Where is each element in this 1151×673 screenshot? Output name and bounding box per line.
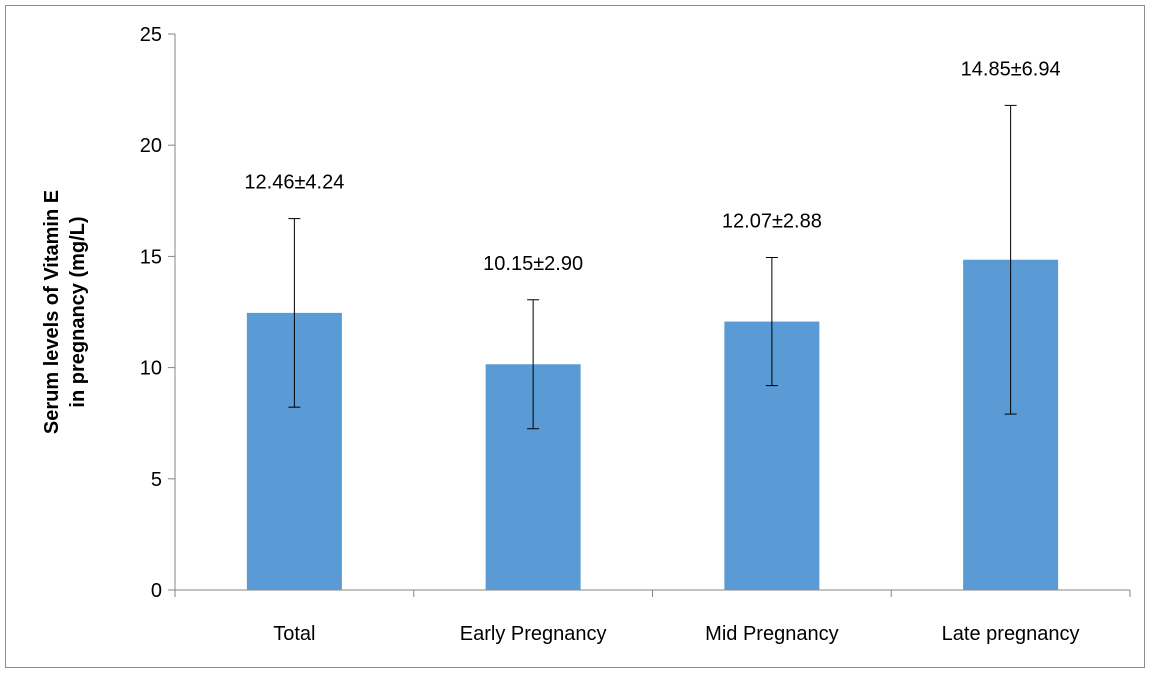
x-tick-label: Mid Pregnancy xyxy=(705,623,838,645)
x-tick-label: Late pregnancy xyxy=(942,623,1080,645)
data-labels: 12.46±4.24 10.15±2.90 12.07±2.88 14.85±6.94 xyxy=(244,58,1060,274)
y-tick-label: 5 xyxy=(151,469,162,491)
error-bars xyxy=(288,104,1017,430)
x-tick-labels: Total Early Pregnancy Mid Pregnancy Late pr… xyxy=(273,623,1079,645)
y-tick-label: 0 xyxy=(151,580,162,602)
y-tick-label: 10 xyxy=(140,358,162,380)
y-tick-labels: 0 5 10 15 20 25 xyxy=(140,24,162,602)
data-label: 12.07±2.88 xyxy=(722,211,822,233)
y-axis-label-line: in pregnancy (mg/L) xyxy=(67,216,89,407)
bars xyxy=(246,259,1059,590)
data-label: 10.15±2.90 xyxy=(483,253,583,275)
x-tick-label: Early Pregnancy xyxy=(460,623,607,645)
x-tick-label: Total xyxy=(273,623,315,645)
y-tick-label: 15 xyxy=(140,246,162,268)
y-axis-label-line: Serum levels of Vitamin E xyxy=(41,190,63,434)
data-label: 14.85±6.94 xyxy=(961,58,1061,80)
y-tick-label: 20 xyxy=(140,135,162,157)
y-tick-label: 25 xyxy=(140,24,162,46)
data-label: 12.46±4.24 xyxy=(244,172,344,194)
